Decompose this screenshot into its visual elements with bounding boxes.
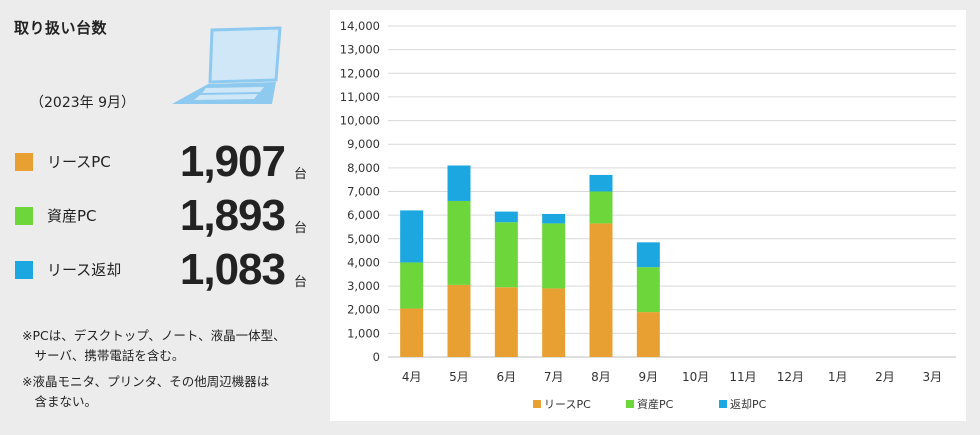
stat-value: 1,083 (179, 245, 286, 294)
stat-label: 資産PC (47, 207, 97, 225)
legend-swatch (626, 400, 634, 408)
legend-swatch (719, 400, 727, 408)
y-tick-label: 8,000 (347, 161, 380, 175)
chart-panel: 0 1,000 2,000 3,000 4,000 5,000 6,000 7,000 8,00… (330, 10, 966, 421)
legend-label: 資産PC (637, 398, 674, 411)
x-tick-label: 10月 (682, 370, 709, 384)
y-tick-label: 0 (373, 350, 380, 364)
stacked-bar-chart: 0 1,000 2,000 3,000 4,000 5,000 6,000 7,000 8,00… (340, 19, 956, 411)
stat-value: 1,907 (179, 137, 286, 186)
legend-label: リースPC (544, 398, 591, 411)
laptop-icon (172, 26, 282, 104)
y-tick-label: 9,000 (347, 137, 380, 151)
bar-segment (542, 213, 566, 224)
bar-segment (447, 284, 471, 357)
y-tick-label: 13,000 (340, 43, 380, 57)
stat-row-lease-pc: リースPC 1,907 台 (15, 136, 315, 186)
y-tick-label: 6,000 (347, 208, 380, 222)
bar-segment (636, 267, 660, 313)
y-tick-label: 7,000 (347, 185, 380, 199)
note-line: サーバ、携帯電話を含む。 (22, 348, 185, 363)
x-tick-label: 5月 (449, 370, 469, 384)
stat-row-lease-return: リース返却 1,083 台 (15, 244, 315, 294)
bar-segment (400, 262, 424, 309)
lease-return-swatch (15, 261, 33, 279)
summary-panel: 取り扱い台数 （2023年 9月） リースPC 1,907 台 資産PC 1,8… (0, 0, 330, 435)
y-tick-label: 10,000 (340, 114, 380, 128)
note-line: ※PCは、デスクトップ、ノート、液晶一体型、 (22, 328, 286, 343)
bar-segment (542, 288, 566, 357)
bar-segment (636, 242, 660, 268)
x-tick-label: 7月 (544, 370, 564, 384)
x-tick-label: 1月 (828, 370, 848, 384)
x-tick-label: 3月 (923, 370, 943, 384)
asset-pc-swatch (15, 207, 33, 225)
bar-segment (494, 211, 518, 223)
bar-segment (494, 287, 518, 357)
note-line: ※液晶モニタ、プリンタ、その他周辺機器は (22, 374, 270, 389)
y-tick-label: 2,000 (347, 303, 380, 317)
y-tick-label: 3,000 (347, 279, 380, 293)
y-tick-label: 5,000 (347, 232, 380, 246)
legend-swatch (533, 400, 541, 408)
stat-unit: 台 (293, 275, 307, 290)
y-tick-label: 14,000 (340, 19, 380, 33)
bar-segment (636, 312, 660, 357)
y-tick-label: 11,000 (340, 90, 380, 104)
x-tick-label: 11月 (729, 370, 756, 384)
bar-segment (542, 223, 566, 289)
y-tick-label: 1,000 (347, 326, 380, 340)
x-tick-label: 2月 (875, 370, 895, 384)
stat-unit: 台 (293, 167, 307, 182)
bar-segment (589, 191, 613, 224)
stat-row-asset-pc: 資産PC 1,893 台 (15, 190, 315, 240)
bar-segment (447, 200, 471, 285)
x-tick-label: 8月 (591, 370, 611, 384)
bar-segment (589, 174, 613, 192)
x-tick-label: 4月 (402, 370, 422, 384)
x-tick-label: 9月 (639, 370, 659, 384)
y-tick-label: 4,000 (347, 255, 380, 269)
lease-pc-swatch (15, 153, 33, 171)
summary-title: 取り扱い台数 (14, 19, 108, 37)
x-tick-label: 6月 (497, 370, 517, 384)
bar-segment (400, 308, 424, 357)
bar-segment (589, 223, 613, 357)
stat-label: リースPC (47, 153, 111, 171)
x-tick-label: 12月 (777, 370, 804, 384)
legend-label: 返却PC (730, 398, 767, 411)
bar-segment (400, 210, 424, 263)
stat-label: リース返却 (47, 261, 122, 279)
y-tick-label: 12,000 (340, 66, 380, 80)
period-label: （2023年 9月） (30, 95, 135, 111)
stat-value: 1,893 (179, 191, 286, 240)
note-line: 含まない。 (22, 394, 98, 409)
stat-unit: 台 (293, 221, 307, 236)
bar-segment (447, 165, 471, 201)
bar-segment (494, 222, 518, 288)
